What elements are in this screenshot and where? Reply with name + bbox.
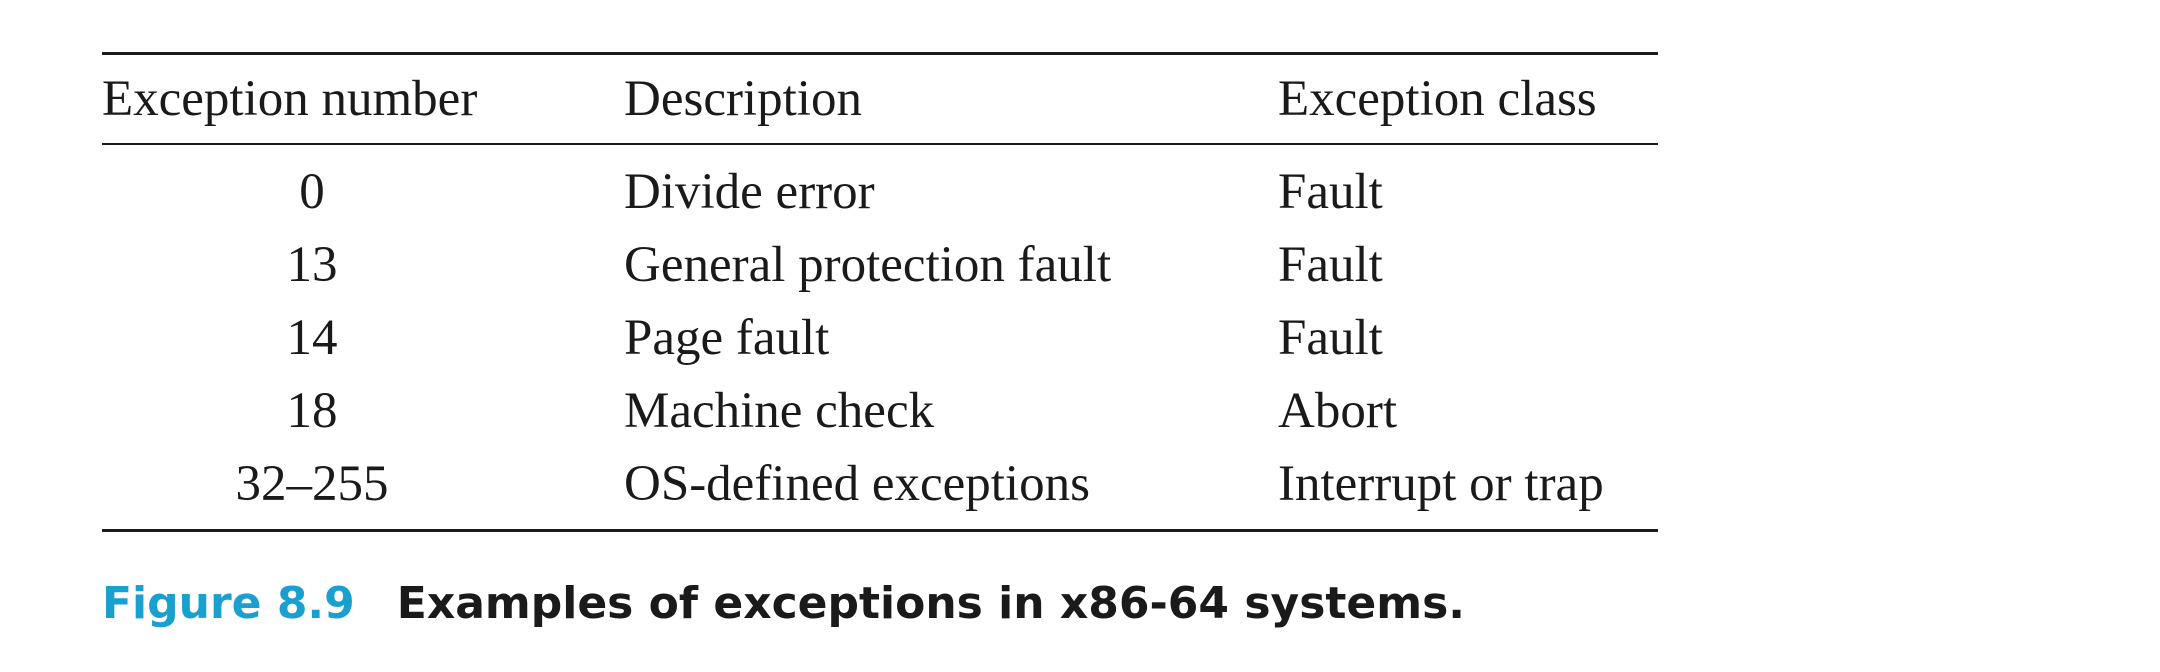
- row-exception-class: Interrupt or trap: [1278, 456, 1604, 512]
- table-top-rule: [102, 52, 1658, 55]
- row-exception-number: 13: [286, 237, 338, 293]
- figure-caption-text: Examples of exceptions in x86-64 systems…: [396, 578, 1466, 629]
- row-description: Divide error: [624, 164, 875, 220]
- row-description: General protection fault: [624, 237, 1112, 293]
- figure-label: Figure 8.9: [102, 578, 355, 629]
- row-description: Page fault: [624, 310, 830, 366]
- row-exception-number: 18: [286, 383, 338, 439]
- row-exception-class: Abort: [1278, 383, 1397, 439]
- row-exception-number: 14: [286, 310, 338, 366]
- row-description: Machine check: [624, 383, 935, 439]
- row-exception-class: Fault: [1278, 164, 1383, 220]
- row-exception-class: Fault: [1278, 310, 1383, 366]
- row-exception-number: 32–255: [235, 456, 389, 512]
- figure-caption: Figure 8.9 Examples of exceptions in x86-…: [102, 574, 1465, 634]
- row-description: OS-defined exceptions: [624, 456, 1090, 512]
- row-exception-class: Fault: [1278, 237, 1383, 293]
- header-exception-class: Exception class: [1278, 71, 1597, 127]
- table-header-rule: [102, 143, 1658, 145]
- table-bottom-rule: [102, 529, 1658, 532]
- row-exception-number: 0: [299, 164, 325, 220]
- header-exception-number: Exception number: [102, 71, 478, 127]
- header-description: Description: [624, 71, 862, 127]
